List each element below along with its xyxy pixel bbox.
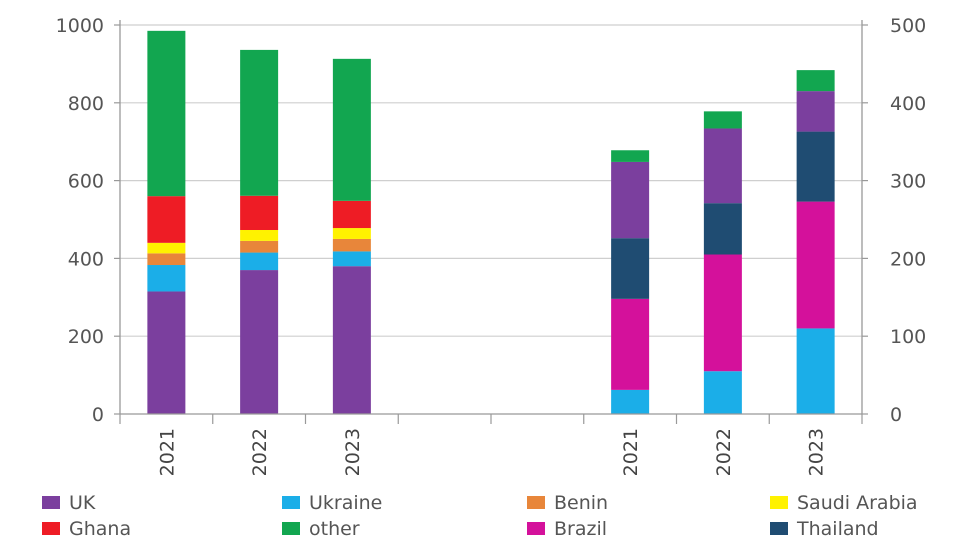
bar-uk-2023 [332,266,371,414]
legend-label-thailand: Thailand [796,518,879,540]
left-tick-label: 200 [68,326,104,348]
legend: UK Ukraine Benin Saudi Arabia Ghana other Braz… [42,492,918,540]
legend-swatch-other [282,522,300,535]
x-tick-label: 2022 [249,428,271,476]
gridlines [120,24,862,337]
bar-thailand-2022 [703,203,742,255]
legend-swatch-thailand [770,522,788,535]
legend-label-brazil: Brazil [554,518,607,540]
bar-uk-2023 [796,91,835,132]
legend-swatch-ghana [42,522,60,535]
bar-other-2021 [611,150,650,162]
bar-ukraine-2022 [703,371,742,414]
legend-swatch-saudi-arabia [770,496,788,509]
left-tick-label: 1000 [56,15,104,37]
legend-label-uk: UK [69,492,96,514]
x-tick-label: 2022 [713,428,735,476]
bar-uk-2021 [611,161,650,239]
left-axis-ticks: 0 200 400 600 800 1000 [56,15,120,426]
bar-benin-2021 [147,253,186,266]
bar-saudi-arabia-2021 [147,242,186,254]
bar-brazil-2023 [796,201,835,329]
bar-uk-2022 [703,128,742,204]
left-tick-label: 600 [68,171,104,193]
left-tick-label: 400 [68,248,104,270]
legend-swatch-ukraine [282,496,300,509]
bar-ukraine-2021 [611,389,650,414]
bar-saudi-arabia-2022 [240,230,279,241]
bar-thailand-2021 [611,238,650,299]
bar-benin-2022 [240,240,279,253]
bar-uk-2021 [147,291,186,414]
legend-swatch-brazil [527,522,545,535]
bar-ghana-2021 [147,196,186,243]
right-tick-label: 400 [890,93,926,115]
right-tick-label: 100 [890,326,926,348]
left-tick-label: 800 [68,93,104,115]
legend-label-ghana: Ghana [69,518,131,540]
right-tick-label: 0 [890,404,902,426]
bar-brazil-2021 [611,298,650,390]
right-tick-label: 300 [890,171,926,193]
bar-saudi-arabia-2023 [332,228,371,239]
right-tick-label: 500 [890,15,926,37]
bar-brazil-2022 [703,254,742,372]
legend-swatch-benin [527,496,545,509]
bars [147,30,835,414]
bar-ukraine-2023 [332,251,371,267]
right-axis-ticks: 0 100 200 300 400 500 [862,15,926,426]
bar-uk-2022 [240,270,279,414]
bar-other-2022 [240,49,279,196]
bar-thailand-2023 [796,131,835,202]
bar-benin-2023 [332,238,371,252]
bar-other-2023 [332,58,371,201]
legend-label-benin: Benin [554,492,608,514]
bar-ghana-2023 [332,200,371,229]
bar-other-2022 [703,111,742,129]
left-tick-label: 0 [92,404,104,426]
bar-ukraine-2023 [796,328,835,414]
x-tick-label: 2023 [806,428,828,476]
legend-label-other: other [309,518,360,540]
legend-label-ukraine: Ukraine [309,492,382,514]
x-tick-label: 2021 [156,428,178,476]
bar-other-2021 [147,30,186,197]
x-tick-label: 2023 [342,428,364,476]
legend-swatch-uk [42,496,60,509]
x-axis-ticks: 2021 2022 2023 2021 2022 2023 [119,414,863,476]
legend-label-saudi-arabia: Saudi Arabia [797,492,918,514]
bar-ukraine-2022 [240,252,279,271]
axes [119,20,863,415]
bar-ghana-2022 [240,195,279,231]
bar-other-2023 [796,70,835,92]
right-tick-label: 200 [890,248,926,270]
bar-ukraine-2021 [147,265,186,292]
x-tick-label: 2021 [620,428,642,476]
